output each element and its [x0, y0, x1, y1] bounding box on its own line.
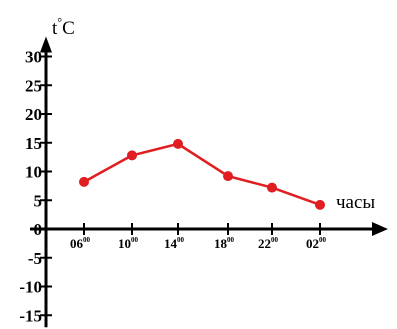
y-axis-arrow — [40, 36, 52, 53]
data-point — [267, 182, 277, 193]
x-axis-ticks: 0600 1000 1400 1800 2200 0200 — [70, 223, 327, 251]
y-axis-title: t°C — [52, 15, 75, 39]
data-point — [127, 150, 137, 161]
data-point — [315, 199, 325, 210]
series-line — [83, 142, 321, 207]
y-tick-label: 30 — [25, 48, 42, 67]
x-axis-title: часы — [336, 192, 375, 213]
y-tick-label: 5 — [34, 191, 43, 210]
x-tick-label: 2200 — [258, 236, 279, 251]
y-tick-label: -15 — [19, 306, 42, 325]
y-tick-label: 15 — [25, 134, 42, 153]
x-tick-label: 1400 — [164, 236, 185, 251]
y-tick-label: -10 — [19, 278, 42, 297]
data-point — [79, 176, 89, 187]
y-tick-label: -5 — [28, 249, 42, 268]
x-tick-label: 0200 — [306, 236, 327, 251]
x-tick-label: 1800 — [214, 236, 235, 251]
y-axis-ticks: 30 25 20 15 10 5 0 -5 -10 -15 — [19, 48, 52, 325]
y-tick-label: 20 — [25, 105, 42, 124]
x-tick-label: 0600 — [70, 236, 91, 251]
y-tick-label: 25 — [25, 76, 42, 95]
x-axis-arrow — [372, 222, 388, 236]
data-point — [223, 171, 233, 182]
y-tick-label: 0 — [34, 220, 43, 239]
series-group — [79, 138, 325, 210]
x-tick-label: 1000 — [118, 236, 139, 251]
y-tick-label: 10 — [25, 163, 42, 182]
data-point — [173, 138, 183, 149]
